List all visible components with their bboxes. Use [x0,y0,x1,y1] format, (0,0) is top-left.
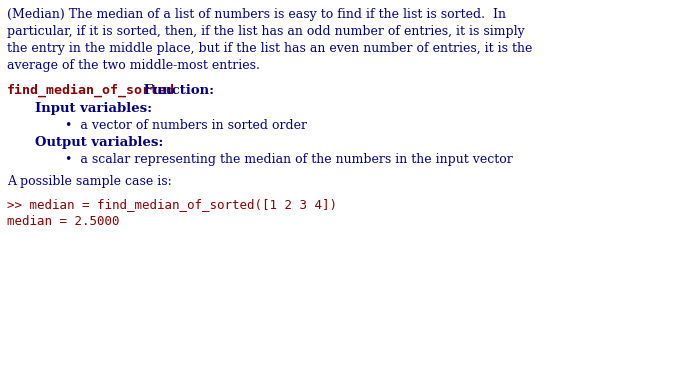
Text: find_median_of_sorted: find_median_of_sorted [7,84,175,98]
Text: average of the two middle-most entries.: average of the two middle-most entries. [7,59,260,72]
Text: •  a scalar representing the median of the numbers in the input vector: • a scalar representing the median of th… [65,153,513,166]
Text: Output variables:: Output variables: [35,136,164,149]
Text: Function:: Function: [139,84,214,97]
Text: particular, if it is sorted, then, if the list has an odd number of entries, it : particular, if it is sorted, then, if th… [7,25,525,38]
Text: Input variables:: Input variables: [35,102,152,115]
Text: median = 2.5000: median = 2.5000 [7,215,119,228]
Text: A possible sample case is:: A possible sample case is: [7,175,172,188]
Text: the entry in the middle place, but if the list has an even number of entries, it: the entry in the middle place, but if th… [7,42,532,55]
Text: (Median) The median of a list of numbers is easy to find if the list is sorted. : (Median) The median of a list of numbers… [7,8,506,21]
Text: •  a vector of numbers in sorted order: • a vector of numbers in sorted order [65,119,307,132]
Text: >> median = find_median_of_sorted([1 2 3 4]): >> median = find_median_of_sorted([1 2 3… [7,198,337,211]
